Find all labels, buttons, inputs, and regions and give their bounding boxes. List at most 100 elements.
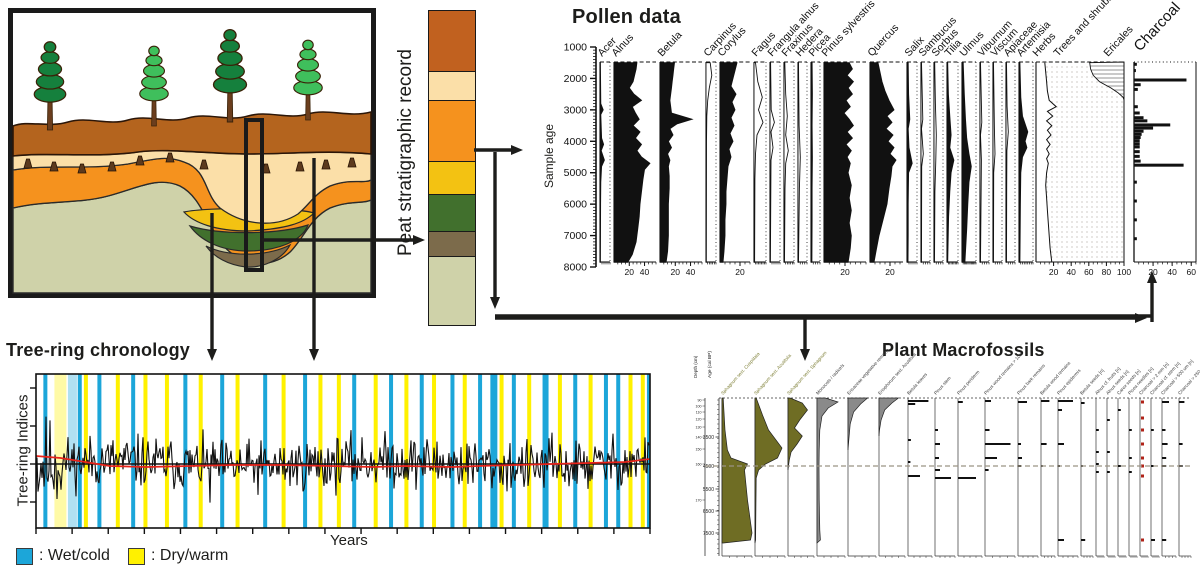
legend-wet-cold: : Wet/cold <box>16 547 110 565</box>
charcoal-bar <box>1134 163 1184 167</box>
macro-bar <box>1118 465 1121 467</box>
dry-warm-band <box>588 374 593 528</box>
panel-tick-label: 100 <box>1117 267 1131 277</box>
age-tick-label: 5000 <box>564 167 588 179</box>
tree-foliage <box>296 58 320 72</box>
macro-area-6 <box>878 397 900 437</box>
tree <box>293 39 323 121</box>
macro-red-square <box>1141 474 1144 478</box>
macro-title: Plant Macrofossils <box>882 340 1045 360</box>
macro-column-label: Betula leaves <box>906 371 929 395</box>
wet-cold-band <box>646 374 650 528</box>
macro-age-tick-label: 4500 <box>703 464 714 470</box>
taxon-curve-frangula-alnus <box>769 62 775 263</box>
panel-tick-label: 20 <box>625 267 635 277</box>
charcoal-bar <box>1134 132 1142 136</box>
panel-tick-label: 20 <box>885 267 895 277</box>
tree-stump <box>295 161 305 172</box>
macro-bar <box>1162 443 1168 445</box>
strat-segment-yellow-peat <box>429 162 475 195</box>
strat-segment-sage-base <box>429 257 475 325</box>
strat-segment-orange-peat <box>429 101 475 162</box>
macro-bar <box>1107 451 1110 453</box>
age-tick-label: 8000 <box>564 262 588 274</box>
age-tick-label: 1000 <box>564 42 588 54</box>
taxon-curve-apiaceae <box>1005 62 1009 263</box>
wet-cold-band <box>303 374 308 528</box>
strat-segment-brown-peat <box>429 232 475 257</box>
charcoal-bar <box>1134 105 1138 109</box>
panel-tick-label: 40 <box>1066 267 1076 277</box>
tree-stump <box>107 161 117 172</box>
macro-area-5 <box>847 397 869 451</box>
macro-depth-tick-label: 140 <box>696 435 702 439</box>
core-sample-outline <box>244 118 264 272</box>
charcoal-tick-label: 20 <box>1148 267 1158 277</box>
dry-warm-band <box>628 374 633 528</box>
tree-foliage <box>43 41 57 53</box>
charcoal-bar <box>1134 87 1138 91</box>
macro-depth-tick-label: 120 <box>696 417 702 421</box>
panel-tick-label: 40 <box>686 267 696 277</box>
macro-bar <box>1129 457 1132 459</box>
dry-warm-band <box>336 374 341 528</box>
macro-bar <box>1018 401 1027 403</box>
taxon-curve-alnus <box>613 62 651 263</box>
tree-stump <box>347 157 357 168</box>
macro-bar <box>1179 443 1183 445</box>
taxon-curve-salix <box>906 62 913 263</box>
taxon-curve-corylus <box>719 62 738 263</box>
macro-bar <box>935 477 951 479</box>
tree <box>212 28 248 123</box>
dry-warm-band <box>640 374 645 528</box>
wet-cold-band <box>352 374 357 528</box>
macro-bar <box>1151 465 1154 467</box>
wet-cold-band <box>490 374 498 528</box>
dry-warm-band <box>404 374 409 528</box>
charcoal-bar <box>1134 83 1141 87</box>
macro-bar <box>1096 451 1099 453</box>
macro-age-tick-label: 5500 <box>703 487 714 493</box>
charcoal-tick-label: 60 <box>1186 267 1196 277</box>
tree-stump <box>23 158 33 169</box>
macro-bar <box>1179 401 1185 403</box>
macro-bar <box>908 461 911 463</box>
charcoal-bar <box>1134 119 1148 123</box>
charcoal-bar <box>1134 159 1141 163</box>
macro-bar <box>1018 443 1021 445</box>
macro-bar <box>935 457 939 459</box>
smoothed-red-line <box>36 455 650 468</box>
dry-warm-band <box>143 374 148 528</box>
macro-bar <box>1162 429 1166 431</box>
macro-red-square <box>1141 428 1144 432</box>
charcoal-bar <box>1134 136 1141 140</box>
macro-bar <box>1058 539 1064 541</box>
charcoal-bar <box>1134 62 1137 66</box>
panel-tick-label: 20 <box>1049 267 1059 277</box>
wet-cold-band <box>478 374 483 528</box>
taxon-curve-sorbus <box>933 62 937 263</box>
macro-depth-tick-label: 100 <box>696 404 702 408</box>
macro-area-4 <box>816 397 839 544</box>
macro-bar <box>1018 457 1022 459</box>
macro-bar <box>985 457 997 459</box>
macro-bar <box>1058 443 1064 445</box>
charcoal-bar <box>1134 69 1136 73</box>
macro-column-label: Pinus stem <box>933 375 952 395</box>
macro-depth-tick-label: 130 <box>696 425 702 429</box>
tree-foliage <box>302 39 314 51</box>
age-tick-label: 2000 <box>564 73 588 85</box>
macro-bar <box>1162 457 1167 459</box>
dry-warm-label: : Dry/warm <box>151 547 229 564</box>
macro-depth-tick-label: 90 <box>698 398 702 402</box>
macro-bar <box>1096 471 1099 473</box>
dry-warm-band <box>462 374 467 528</box>
macro-depth-tick-label: 160 <box>696 462 702 466</box>
charcoal-bar <box>1134 180 1137 184</box>
taxon-curve-picea <box>810 62 813 263</box>
taxon-curve-artemisia <box>1018 62 1029 263</box>
wet-cold-label: : Wet/cold <box>39 547 110 564</box>
wet-cold-band <box>511 374 516 528</box>
macro-bar <box>1081 539 1086 541</box>
macro-red-square <box>1141 464 1144 468</box>
